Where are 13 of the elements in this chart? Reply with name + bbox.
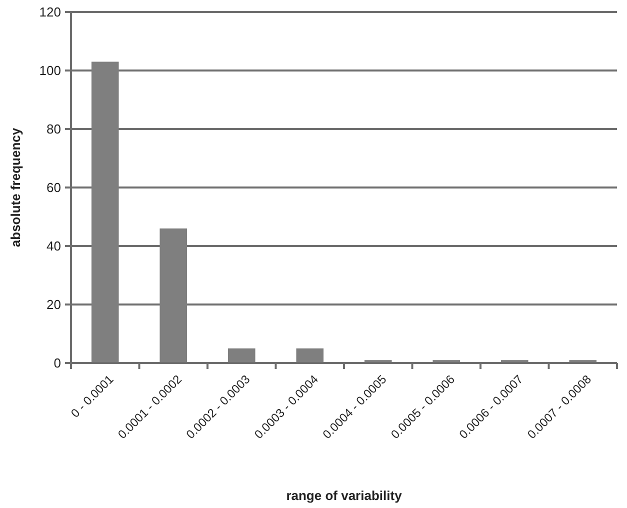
y-tick-label: 40 [46,238,61,254]
y-tick-label: 100 [39,63,61,78]
y-tick-label: 0 [54,356,61,371]
bar [228,348,256,363]
y-tick-label: 80 [46,122,61,137]
y-axis-title: absolute frequency [8,127,23,248]
bar [160,228,188,363]
y-tick-label: 20 [46,297,61,312]
x-axis-title: range of variability [286,488,403,503]
y-tick-label: 120 [39,4,61,20]
y-tick-label: 60 [46,180,61,196]
bar [91,62,119,363]
bar [296,348,324,363]
